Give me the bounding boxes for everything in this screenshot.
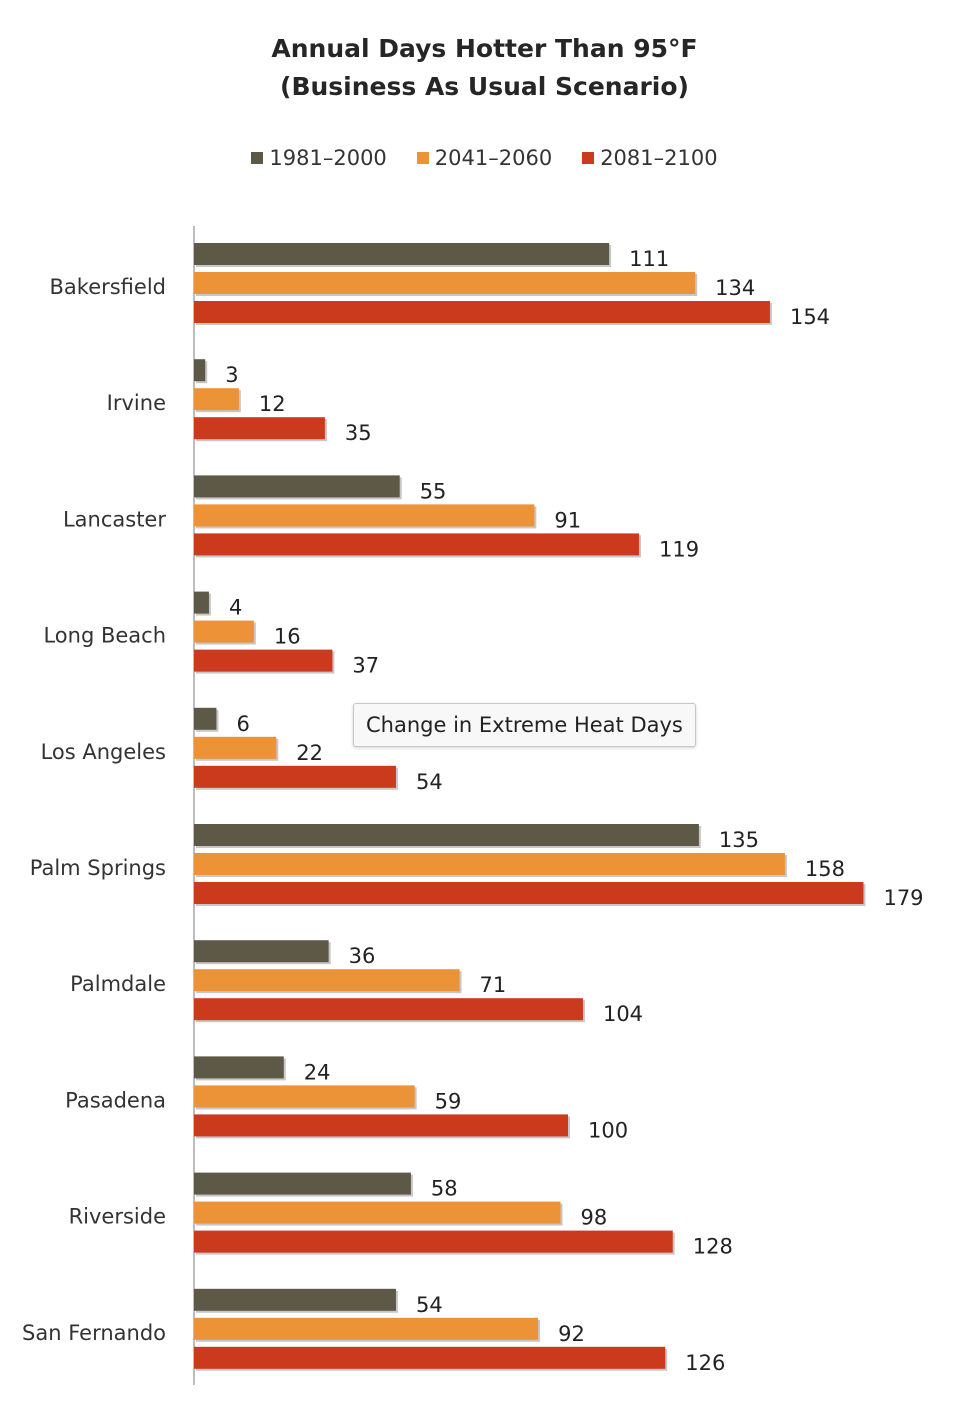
data-label-los-angeles-1981-2000: 6: [236, 712, 249, 736]
data-label-long-beach-2081-2100: 37: [352, 654, 379, 678]
bar-san-fernando-2081-2100: [194, 1346, 666, 1369]
data-label-pasadena-2081-2100: 100: [588, 1118, 628, 1142]
data-label-riverside-2081-2100: 128: [693, 1235, 733, 1259]
bar-palmdale-1981-2000: [194, 940, 329, 963]
legend-item-2081-2100: 2081–2100: [582, 146, 718, 170]
category-label-los-angeles: Los Angeles: [41, 740, 166, 764]
data-label-pasadena-2041-2060: 59: [435, 1089, 462, 1113]
chart-title-line-2: (Business As Usual Scenario): [280, 72, 689, 101]
legend-label-1981-2000: 1981–2000: [269, 146, 387, 170]
bar-los-angeles-2041-2060: [194, 736, 277, 759]
bar-lancaster-2041-2060: [194, 504, 535, 527]
data-label-los-angeles-2041-2060: 22: [296, 741, 323, 765]
bar-long-beach-1981-2000: [194, 591, 209, 614]
data-label-long-beach-2041-2060: 16: [274, 625, 301, 649]
data-label-san-fernando-1981-2000: 54: [416, 1293, 443, 1317]
bar-los-angeles-1981-2000: [194, 707, 217, 730]
legend-item-2041-2060: 2041–2060: [416, 146, 553, 170]
data-label-san-fernando-2081-2100: 126: [685, 1351, 725, 1375]
bar-palm-springs-2041-2060: [194, 853, 785, 875]
data-label-los-angeles-2081-2100: 54: [416, 770, 443, 794]
data-label-irvine-2041-2060: 12: [259, 392, 286, 416]
category-label-san-fernando: San Fernando: [22, 1321, 166, 1345]
category-label-bakersfield: Bakersfield: [50, 275, 167, 299]
bar-pasadena-1981-2000: [194, 1056, 284, 1079]
bar-pasadena-2041-2060: [194, 1085, 415, 1108]
data-label-palmdale-1981-2000: 36: [349, 944, 376, 968]
bar-lancaster-1981-2000: [194, 475, 400, 498]
bar-irvine-2041-2060: [194, 388, 239, 411]
bar-palm-springs-1981-2000: [194, 824, 699, 846]
chart-title: Annual Days Hotter Than 95°F (Business A…: [0, 30, 969, 106]
category-label-long-beach: Long Beach: [43, 624, 166, 648]
chart-tooltip: Change in Extreme Heat Days: [353, 703, 696, 747]
data-label-bakersfield-2041-2060: 134: [715, 276, 755, 300]
data-label-long-beach-1981-2000: 4: [229, 596, 242, 620]
bar-pasadena-2081-2100: [194, 1114, 568, 1137]
bar-irvine-2081-2100: [194, 417, 325, 440]
data-label-san-fernando-2041-2060: 92: [558, 1322, 585, 1346]
legend-swatch-2081-2100: [582, 152, 595, 164]
bar-san-fernando-1981-2000: [194, 1288, 396, 1311]
data-label-riverside-2041-2060: 98: [581, 1206, 608, 1230]
chart-title-line-1: Annual Days Hotter Than 95°F: [271, 34, 698, 63]
data-label-riverside-1981-2000: 58: [431, 1177, 458, 1201]
bar-bakersfield-2041-2060: [194, 272, 696, 294]
data-label-lancaster-1981-2000: 55: [420, 479, 447, 503]
bar-riverside-2041-2060: [194, 1201, 561, 1224]
bar-bakersfield-2081-2100: [194, 301, 770, 323]
category-label-irvine: Irvine: [107, 391, 166, 415]
bar-long-beach-2081-2100: [194, 649, 333, 672]
bar-palmdale-2081-2100: [194, 998, 583, 1021]
data-label-bakersfield-2081-2100: 154: [790, 305, 830, 329]
data-label-lancaster-2081-2100: 119: [659, 537, 699, 561]
data-label-palmdale-2041-2060: 71: [480, 973, 507, 997]
data-label-irvine-2081-2100: 35: [345, 421, 372, 445]
legend-label-2081-2100: 2081–2100: [600, 146, 718, 170]
bar-irvine-1981-2000: [194, 359, 206, 382]
legend-item-1981-2000: 1981–2000: [251, 146, 387, 170]
bar-palm-springs-2081-2100: [194, 882, 864, 904]
bar-riverside-1981-2000: [194, 1172, 411, 1195]
category-label-palm-springs: Palm Springs: [30, 856, 166, 880]
legend-swatch-1981-2000: [251, 152, 264, 164]
data-label-bakersfield-1981-2000: 111: [629, 247, 669, 271]
data-label-palmdale-2081-2100: 104: [603, 1002, 643, 1026]
bar-long-beach-2041-2060: [194, 620, 254, 643]
bar-bakersfield-1981-2000: [194, 243, 610, 265]
chart-legend: 1981–2000 2041–2060 2081–2100: [0, 146, 969, 170]
bar-san-fernando-2041-2060: [194, 1317, 539, 1340]
data-label-palm-springs-1981-2000: 135: [719, 828, 759, 852]
category-label-riverside: Riverside: [69, 1205, 166, 1229]
data-label-lancaster-2041-2060: 91: [554, 508, 581, 532]
bar-riverside-2081-2100: [194, 1230, 673, 1253]
data-label-pasadena-1981-2000: 24: [304, 1060, 331, 1084]
data-label-irvine-1981-2000: 3: [225, 363, 238, 387]
bar-los-angeles-2081-2100: [194, 765, 396, 788]
data-label-palm-springs-2081-2100: 179: [883, 886, 923, 910]
category-label-lancaster: Lancaster: [63, 507, 166, 531]
legend-swatch-2041-2060: [416, 152, 429, 164]
category-label-palmdale: Palmdale: [70, 972, 166, 996]
bar-palmdale-2041-2060: [194, 969, 460, 992]
legend-label-2041-2060: 2041–2060: [434, 146, 553, 170]
category-label-pasadena: Pasadena: [65, 1088, 166, 1112]
bar-lancaster-2081-2100: [194, 533, 640, 556]
data-label-palm-springs-2041-2060: 158: [805, 857, 845, 881]
